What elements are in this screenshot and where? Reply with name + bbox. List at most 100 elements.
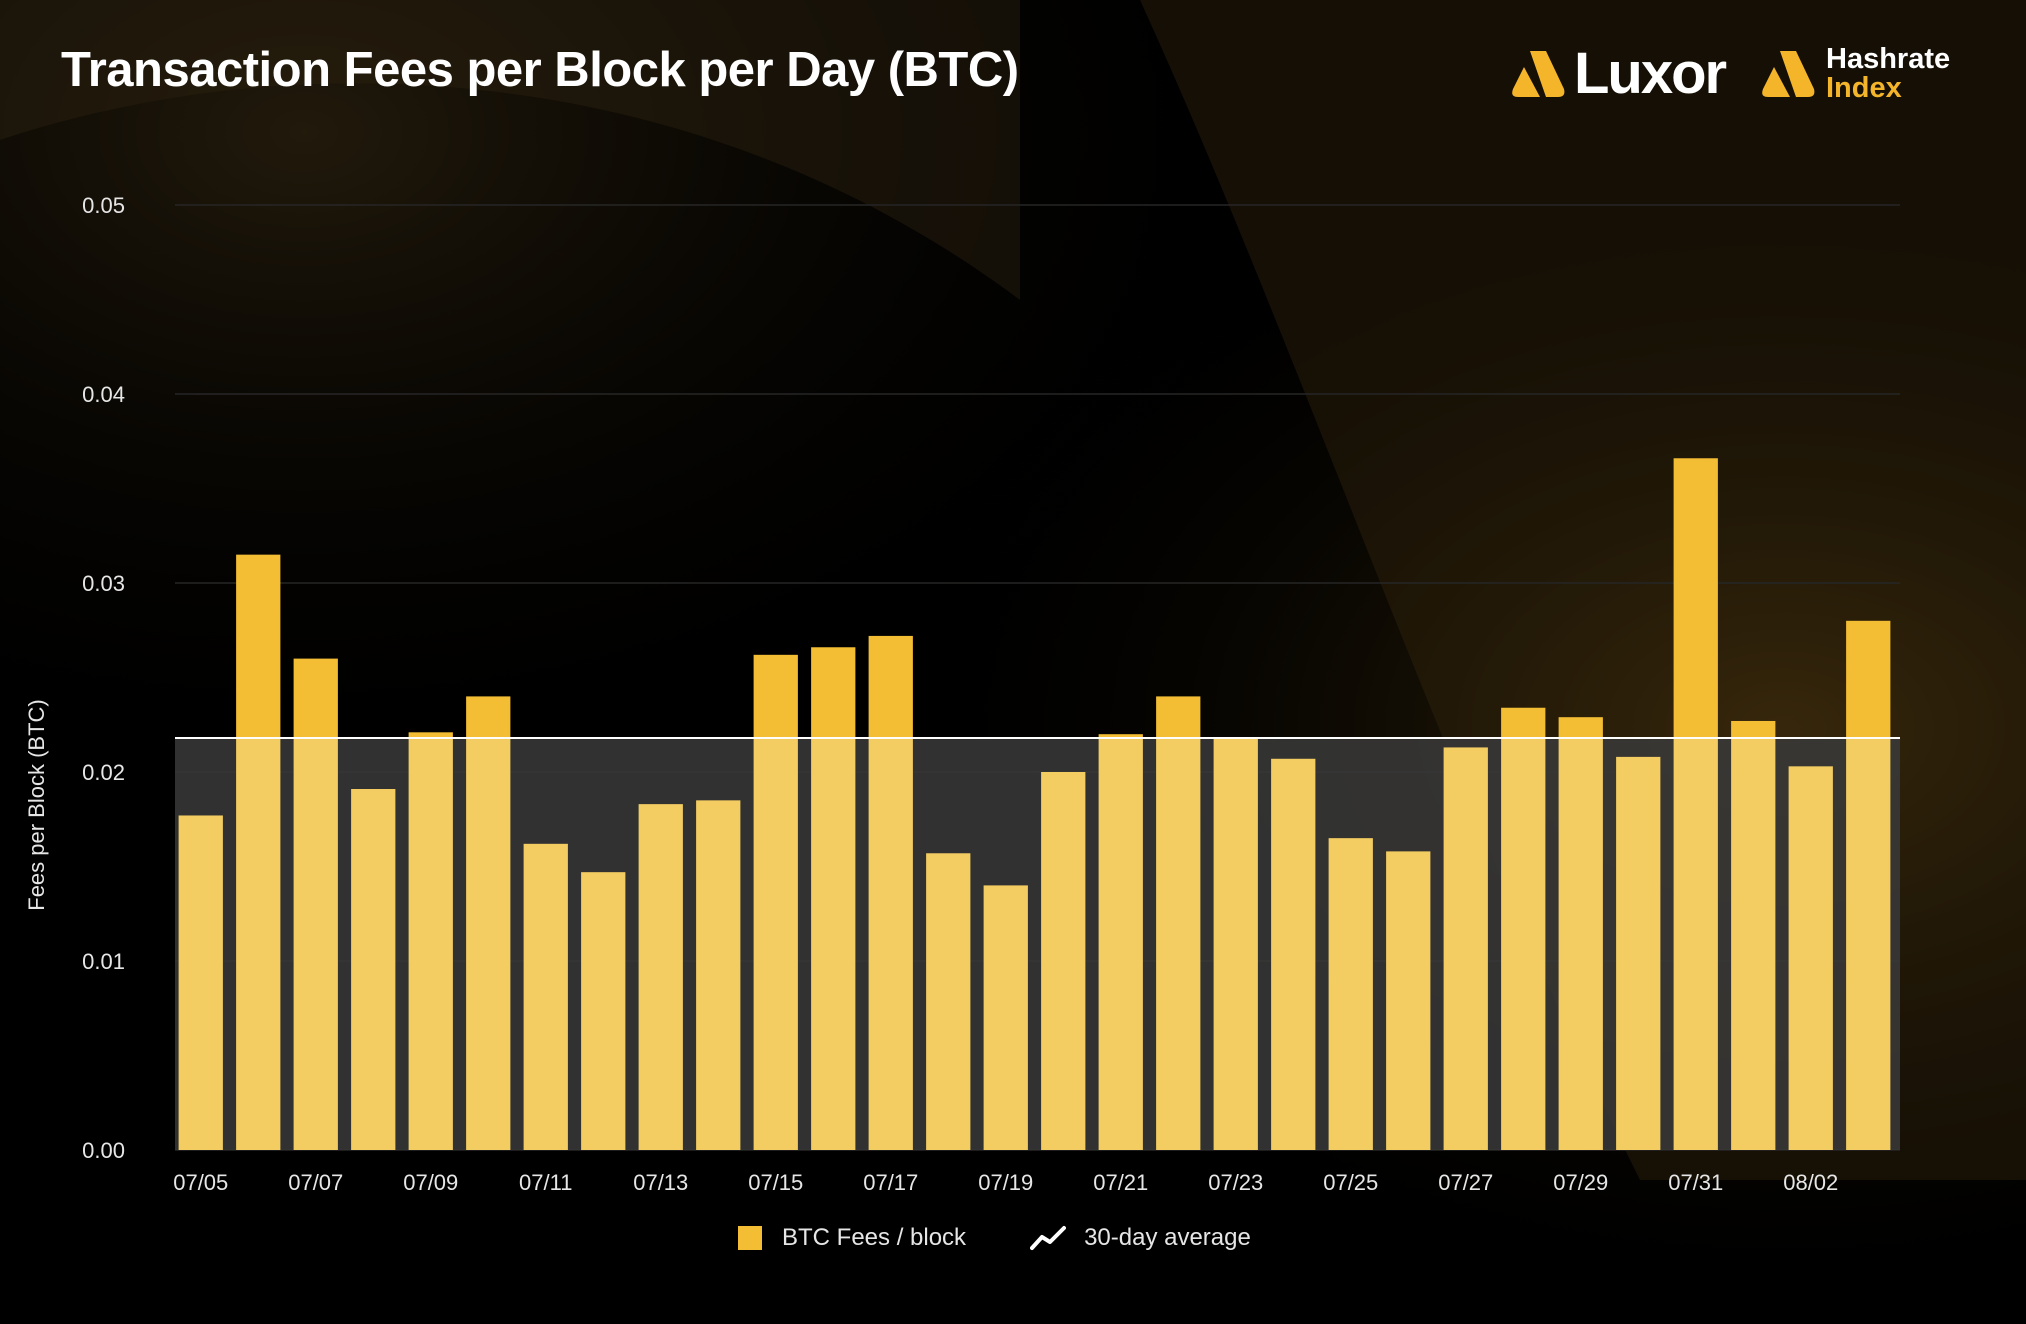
bar[interactable] bbox=[1213, 737, 1258, 1150]
bar[interactable] bbox=[1731, 720, 1776, 1150]
bar-segment-below-average bbox=[1098, 737, 1143, 1150]
bar[interactable] bbox=[1443, 747, 1488, 1150]
bar[interactable] bbox=[581, 872, 626, 1150]
luxor-logo-icon bbox=[1512, 51, 1565, 97]
bar-segment-below-average bbox=[1271, 758, 1316, 1150]
bar[interactable] bbox=[1098, 734, 1143, 1150]
bar-segment-below-average bbox=[1501, 737, 1546, 1150]
bar-segment-below-average bbox=[1673, 737, 1718, 1150]
bar-segment-below-average bbox=[926, 853, 971, 1150]
bar-segment-above-average bbox=[293, 658, 338, 738]
bar[interactable] bbox=[293, 658, 338, 1150]
hashrate-index-logo-text-top: Hashrate bbox=[1826, 43, 1951, 75]
bar-segment-below-average bbox=[581, 872, 626, 1150]
bar[interactable] bbox=[1041, 772, 1086, 1150]
bar-segment-above-average bbox=[466, 696, 511, 738]
x-tick-label: 08/02 bbox=[1783, 1170, 1838, 1195]
x-tick-label: 07/07 bbox=[288, 1170, 343, 1195]
bar-segment-below-average bbox=[1558, 737, 1603, 1150]
bar-segment-below-average bbox=[1328, 838, 1373, 1150]
bar[interactable] bbox=[408, 732, 453, 1150]
legend-swatch-bars bbox=[738, 1226, 762, 1250]
bar[interactable] bbox=[523, 843, 568, 1150]
trend-line-icon bbox=[1030, 1226, 1067, 1250]
bars bbox=[178, 458, 1891, 1150]
y-tick-label: 0.01 bbox=[82, 949, 125, 974]
bar[interactable] bbox=[1271, 758, 1316, 1150]
bar-segment-below-average bbox=[983, 885, 1028, 1150]
bar[interactable] bbox=[926, 853, 971, 1150]
bar-segment-below-average bbox=[1846, 737, 1891, 1150]
bar-segment-below-average bbox=[523, 843, 568, 1150]
bar[interactable] bbox=[1501, 707, 1546, 1150]
y-tick-label: 0.03 bbox=[82, 571, 125, 596]
bar-segment-above-average bbox=[811, 647, 856, 738]
bar-segment-below-average bbox=[1788, 766, 1833, 1150]
legend-label-bars: BTC Fees / block bbox=[782, 1224, 967, 1251]
y-axis-ticks: 0.00 0.01 0.02 0.03 0.04 0.05 bbox=[82, 193, 125, 1163]
x-tick-label: 07/27 bbox=[1438, 1170, 1493, 1195]
y-tick-label: 0.02 bbox=[82, 760, 125, 785]
bar[interactable] bbox=[178, 815, 223, 1150]
chart-title: Transaction Fees per Block per Day (BTC) bbox=[61, 43, 1019, 97]
x-tick-label: 07/31 bbox=[1668, 1170, 1723, 1195]
bar-segment-below-average bbox=[1443, 747, 1488, 1150]
x-tick-label: 07/13 bbox=[633, 1170, 688, 1195]
bar-segment-above-average bbox=[1846, 620, 1891, 738]
legend-item-bars[interactable]: BTC Fees / block bbox=[738, 1224, 966, 1252]
y-tick-label: 0.04 bbox=[82, 382, 125, 407]
bar[interactable] bbox=[1328, 838, 1373, 1150]
hashrate-index-logo-icon bbox=[1762, 51, 1815, 97]
bar[interactable] bbox=[1673, 458, 1718, 1150]
bar-segment-above-average bbox=[1156, 696, 1201, 738]
bar-segment-below-average bbox=[753, 737, 798, 1150]
average-band bbox=[175, 737, 1900, 1150]
bar[interactable] bbox=[1156, 696, 1201, 1150]
bar[interactable] bbox=[236, 554, 281, 1150]
bar-segment-below-average bbox=[696, 800, 741, 1150]
bar-segment-above-average bbox=[753, 654, 798, 738]
bar-segment-above-average bbox=[1501, 707, 1546, 738]
bar-segment-below-average bbox=[1156, 737, 1201, 1150]
x-tick-label: 07/11 bbox=[519, 1170, 572, 1195]
legend-label-average: 30-day average bbox=[1084, 1224, 1251, 1251]
x-tick-label: 07/25 bbox=[1323, 1170, 1378, 1195]
luxor-logo: Luxor bbox=[1510, 41, 1727, 106]
x-axis-ticks: 07/05 07/07 07/09 07/11 07/13 07/15 07/17 07/19… bbox=[173, 1170, 1838, 1195]
bar-segment-above-average bbox=[1558, 717, 1603, 738]
bar[interactable] bbox=[983, 885, 1028, 1150]
bar[interactable] bbox=[351, 789, 396, 1150]
bar-segment-below-average bbox=[178, 815, 223, 1150]
luxor-logo-text: Luxor bbox=[1574, 41, 1727, 106]
bar[interactable] bbox=[466, 696, 511, 1150]
x-tick-label: 07/23 bbox=[1208, 1170, 1263, 1195]
bar[interactable] bbox=[868, 635, 913, 1150]
bar-segment-below-average bbox=[408, 737, 453, 1150]
legend-item-average[interactable]: 30-day average bbox=[966, 1224, 1251, 1252]
bar-segment-above-average bbox=[408, 732, 453, 738]
bar[interactable] bbox=[1558, 717, 1603, 1150]
hashrate-index-logo: Hashrate Index bbox=[1760, 44, 1950, 104]
x-tick-label: 07/09 bbox=[403, 1170, 458, 1195]
bar[interactable] bbox=[1616, 756, 1661, 1150]
bar[interactable] bbox=[1386, 851, 1431, 1150]
bar[interactable] bbox=[1788, 766, 1833, 1150]
bar[interactable] bbox=[811, 647, 856, 1150]
bar[interactable] bbox=[1846, 620, 1891, 1150]
bar-segment-below-average bbox=[638, 804, 683, 1150]
average-band-rect bbox=[175, 737, 1900, 1150]
bar-segment-below-average bbox=[1386, 851, 1431, 1150]
bar-segment-below-average bbox=[236, 737, 281, 1150]
hashrate-index-logo-text-bottom: Index bbox=[1826, 72, 1902, 104]
bar[interactable] bbox=[696, 800, 741, 1150]
bar-segment-above-average bbox=[1098, 734, 1143, 738]
x-tick-label: 07/29 bbox=[1553, 1170, 1608, 1195]
bar-segment-above-average bbox=[1673, 458, 1718, 738]
x-tick-label: 07/15 bbox=[748, 1170, 803, 1195]
bar[interactable] bbox=[753, 654, 798, 1150]
bar-segment-below-average bbox=[1213, 737, 1258, 1150]
x-tick-label: 07/05 bbox=[173, 1170, 228, 1195]
x-tick-label: 07/19 bbox=[978, 1170, 1033, 1195]
bar[interactable] bbox=[638, 804, 683, 1150]
